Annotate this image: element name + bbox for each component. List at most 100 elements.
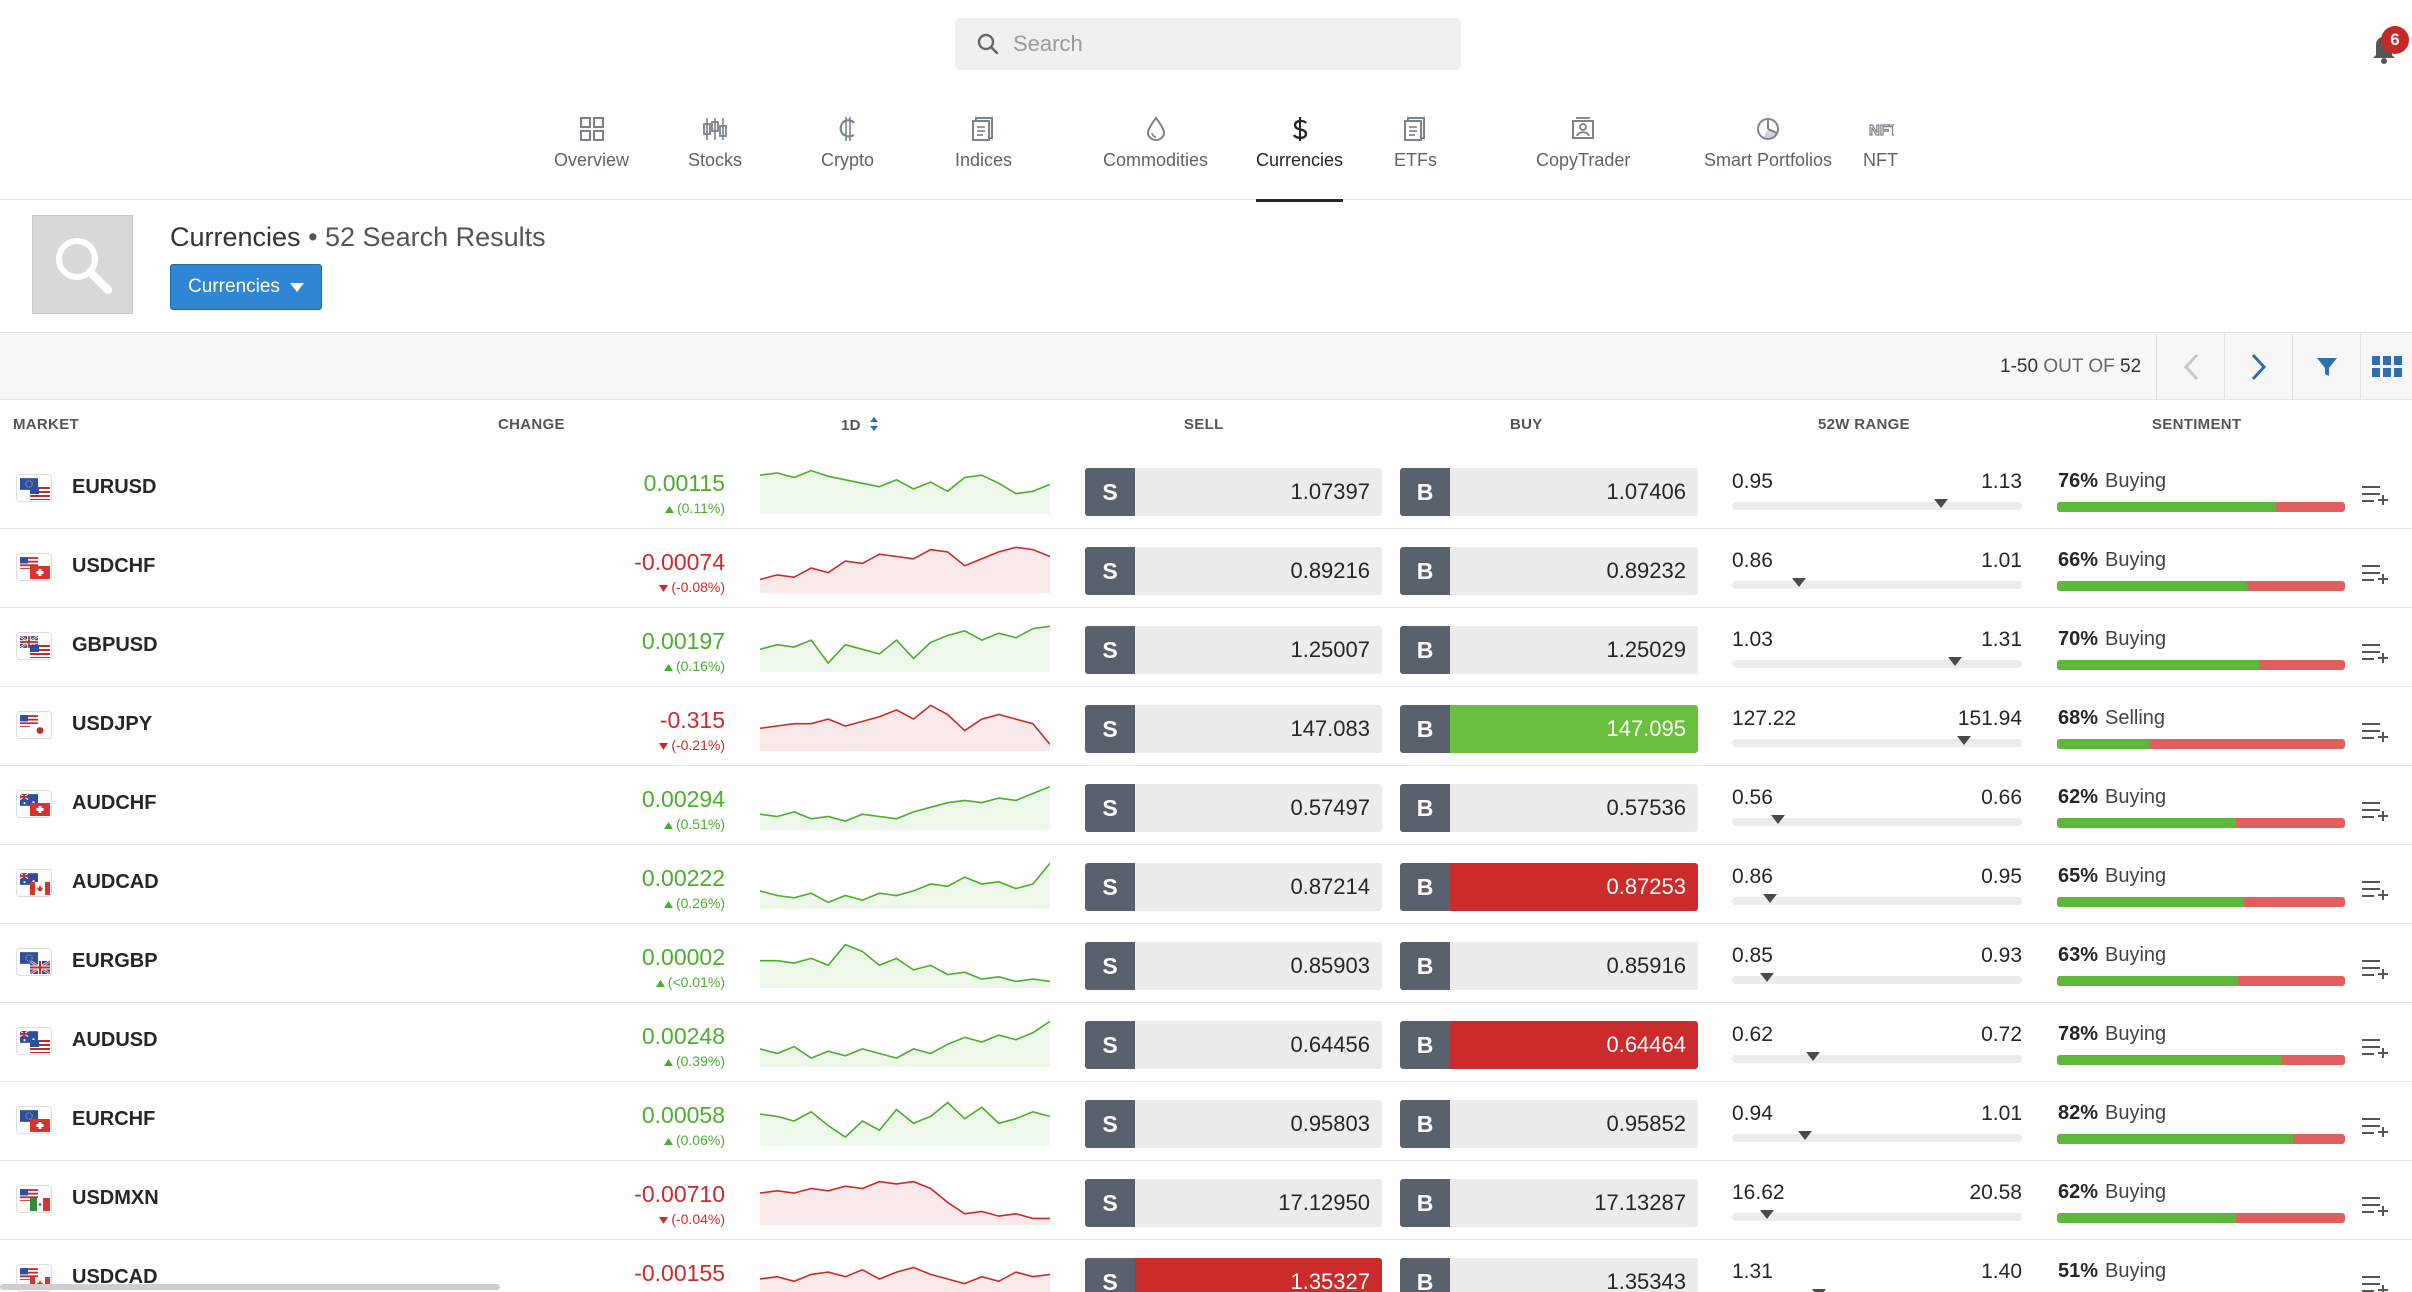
tab-copytrader[interactable]: CopyTrader (1536, 100, 1630, 200)
table-row[interactable]: EURUSD 0.00115 (0.11%) S 1.07397 B 1.07406 0.95… (0, 450, 2412, 529)
col-market[interactable]: MARKET (13, 416, 79, 433)
sell-price[interactable]: 0.89216 (1135, 547, 1382, 595)
table-row[interactable]: USDJPY -0.315 (-0.21%) S 147.083 B 147.095 127.… (0, 687, 2412, 766)
market-symbol[interactable]: USDJPY (72, 713, 153, 735)
buy-price[interactable]: 147.095 (1450, 705, 1698, 753)
sell-button[interactable]: S (1085, 784, 1135, 832)
tab-overview[interactable]: Overview (554, 100, 629, 200)
buy-button[interactable]: B (1400, 547, 1450, 595)
market-symbol[interactable]: USDCHF (72, 555, 156, 577)
add-to-list-icon[interactable] (2362, 721, 2390, 743)
sell-button[interactable]: S (1085, 863, 1135, 911)
table-row[interactable]: USDMXN -0.00710 (-0.04%) S 17.12950 B 17.13287… (0, 1161, 2412, 1240)
market-symbol[interactable]: AUDUSD (72, 1029, 158, 1051)
grid-view-button[interactable] (2360, 334, 2412, 400)
table-row[interactable]: AUDUSD 0.00248 (0.39%) S 0.64456 B 0.64464 0.62… (0, 1003, 2412, 1082)
buy-button[interactable]: B (1400, 468, 1450, 516)
currencies-filter-button[interactable]: Currencies (170, 264, 322, 310)
col-change[interactable]: CHANGE (498, 416, 565, 433)
buy-price[interactable]: 17.13287 (1450, 1179, 1698, 1227)
sell-button[interactable]: S (1085, 626, 1135, 674)
buy-button[interactable]: B (1400, 705, 1450, 753)
col-1d[interactable]: 1D (841, 416, 879, 434)
buy-button[interactable]: B (1400, 1021, 1450, 1069)
col-buy[interactable]: BUY (1510, 416, 1543, 433)
sell-button[interactable]: S (1085, 1100, 1135, 1148)
tab-nft[interactable]: NFT NFT (1863, 100, 1898, 200)
table-row[interactable]: AUDCHF 0.00294 (0.51%) S 0.57497 B 0.57536 0.56… (0, 766, 2412, 845)
sell-price[interactable]: 0.95803 (1135, 1100, 1382, 1148)
sell-price[interactable]: 1.07397 (1135, 468, 1382, 516)
tab-stocks[interactable]: Stocks (688, 100, 742, 200)
sell-price[interactable]: 1.25007 (1135, 626, 1382, 674)
add-to-list-icon[interactable] (2362, 1037, 2390, 1059)
add-to-list-icon[interactable] (2362, 1195, 2390, 1217)
market-symbol[interactable]: AUDCAD (72, 871, 159, 893)
market-symbol[interactable]: EURUSD (72, 476, 157, 498)
table-row[interactable]: USDCAD -0.00155 S 1.35327 B 1.35343 1.31 1.40 51… (0, 1240, 2412, 1292)
buy-price[interactable]: 0.85916 (1450, 942, 1698, 990)
market-symbol[interactable]: USDCAD (72, 1266, 158, 1288)
sell-price[interactable]: 0.57497 (1135, 784, 1382, 832)
col-sell[interactable]: SELL (1184, 416, 1224, 433)
tab-currencies[interactable]: Currencies (1256, 100, 1344, 202)
buy-button[interactable]: B (1400, 863, 1450, 911)
add-to-list-icon[interactable] (2362, 879, 2390, 901)
sell-button[interactable]: S (1085, 547, 1135, 595)
horizontal-scrollbar[interactable] (0, 1284, 500, 1290)
buy-button[interactable]: B (1400, 1179, 1450, 1227)
add-to-list-icon[interactable] (2362, 1274, 2390, 1292)
add-to-list-icon[interactable] (2362, 642, 2390, 664)
sell-price[interactable]: 17.12950 (1135, 1179, 1382, 1227)
add-to-list-icon[interactable] (2362, 1116, 2390, 1138)
filter-button[interactable] (2292, 334, 2360, 400)
sell-button[interactable]: S (1085, 705, 1135, 753)
add-to-list-icon[interactable] (2362, 563, 2390, 585)
add-to-list-icon[interactable] (2362, 484, 2390, 506)
table-row[interactable]: USDCHF -0.00074 (-0.08%) S 0.89216 B 0.89232 0.… (0, 529, 2412, 608)
add-to-list-icon[interactable] (2362, 958, 2390, 980)
market-symbol[interactable]: USDMXN (72, 1187, 159, 1209)
market-symbol[interactable]: GBPUSD (72, 634, 158, 656)
table-row[interactable]: EURGBP 0.00002 (<0.01%) S 0.85903 B 0.85916 0.8… (0, 924, 2412, 1003)
search-box[interactable] (955, 18, 1461, 70)
buy-price[interactable]: 0.89232 (1450, 547, 1698, 595)
buy-price[interactable]: 0.57536 (1450, 784, 1698, 832)
buy-button[interactable]: B (1400, 1100, 1450, 1148)
add-to-list-icon[interactable] (2362, 800, 2390, 822)
tab-etfs[interactable]: ETFs (1394, 100, 1437, 200)
market-symbol[interactable]: EURCHF (72, 1108, 156, 1130)
market-symbol[interactable]: EURGBP (72, 950, 158, 972)
sell-button[interactable]: S (1085, 468, 1135, 516)
tab-smart-portfolios[interactable]: Smart Portfolios (1704, 100, 1832, 200)
table-row[interactable]: GBPUSD 0.00197 (0.16%) S 1.25007 B 1.25029 1.03… (0, 608, 2412, 687)
sell-price[interactable]: 0.87214 (1135, 863, 1382, 911)
buy-price[interactable]: 0.87253 (1450, 863, 1698, 911)
buy-button[interactable]: B (1400, 626, 1450, 674)
sell-button[interactable]: S (1085, 942, 1135, 990)
buy-button[interactable]: B (1400, 1258, 1450, 1292)
sell-button[interactable]: S (1085, 1179, 1135, 1227)
tab-commodities[interactable]: Commodities (1103, 100, 1208, 200)
buy-price[interactable]: 1.07406 (1450, 468, 1698, 516)
buy-price[interactable]: 0.95852 (1450, 1100, 1698, 1148)
col-sentiment[interactable]: SENTIMENT (2152, 416, 2242, 433)
previous-page-button[interactable] (2156, 334, 2224, 400)
tab-indices[interactable]: Indices (955, 100, 1012, 200)
buy-button[interactable]: B (1400, 942, 1450, 990)
market-symbol[interactable]: AUDCHF (72, 792, 157, 814)
next-page-button[interactable] (2224, 334, 2292, 400)
buy-button[interactable]: B (1400, 784, 1450, 832)
tab-crypto[interactable]: Crypto (821, 100, 874, 200)
search-input[interactable] (1013, 31, 1433, 57)
table-row[interactable]: EURCHF 0.00058 (0.06%) S 0.95803 B 0.95852 0.94… (0, 1082, 2412, 1161)
buy-price[interactable]: 1.25029 (1450, 626, 1698, 674)
sell-price[interactable]: 0.85903 (1135, 942, 1382, 990)
table-row[interactable]: AUDCAD 0.00222 (0.26%) S 0.87214 B 0.87253 0.86… (0, 845, 2412, 924)
sell-price[interactable]: 0.64456 (1135, 1021, 1382, 1069)
sell-button[interactable]: S (1085, 1258, 1135, 1292)
sell-button[interactable]: S (1085, 1021, 1135, 1069)
buy-price[interactable]: 1.35343 (1450, 1258, 1698, 1292)
sell-price[interactable]: 1.35327 (1135, 1258, 1382, 1292)
buy-price[interactable]: 0.64464 (1450, 1021, 1698, 1069)
